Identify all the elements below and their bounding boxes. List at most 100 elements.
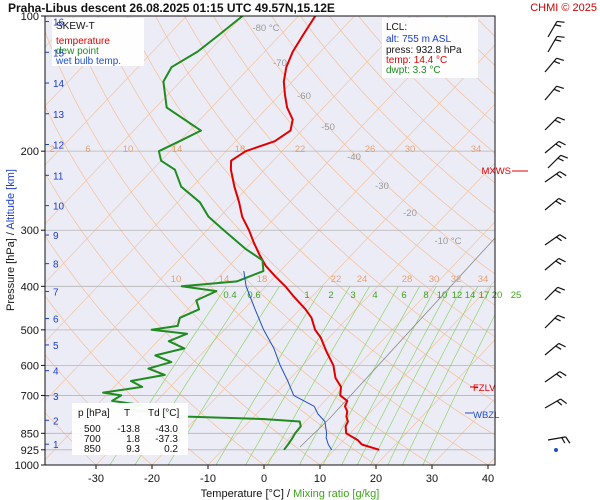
- wind-barb-flag: [558, 257, 566, 263]
- wind-barb-flag: [556, 400, 563, 406]
- wind-barb-flag: [555, 260, 562, 265]
- isotherm-label: -10 °C: [434, 236, 461, 247]
- isotherm-line: [263, 221, 495, 465]
- plot-background: [45, 16, 495, 465]
- mixing-ratio-label: 8: [423, 290, 428, 301]
- dry-adiabat-label: 14: [219, 274, 230, 285]
- lcl-press: press: 932.8 hPa: [386, 45, 462, 56]
- dry-adiabat-label: 34: [471, 144, 482, 155]
- wind-barb-flag: [559, 234, 567, 240]
- wind-barb-flag: [554, 317, 561, 322]
- wind-barb: [544, 116, 566, 131]
- pressure-tick-label: 1000: [15, 460, 39, 472]
- y-axis-label: Pressure [hPa] / Altitude [km]: [5, 169, 17, 311]
- wind-barb-staff: [544, 116, 559, 131]
- wind-barb-flag: [555, 200, 562, 205]
- wind-barbs: [544, 20, 571, 452]
- table-header-p: p [hPa]: [78, 408, 110, 419]
- mixing-ratio-label: 1: [304, 290, 309, 301]
- mixing-ratio-label: 20: [492, 290, 503, 301]
- legend: SKEW-T temperature dew point wet bulb te…: [52, 18, 144, 67]
- dry-adiabat-label: 22: [331, 274, 342, 285]
- dry-adiabat-line: [155, 16, 495, 370]
- wind-barb-flag: [557, 314, 566, 319]
- wind-barb: [544, 342, 566, 356]
- temperature-tick-label: 40: [482, 473, 494, 485]
- wind-barb-staff: [544, 171, 561, 183]
- wind-barb-flag: [559, 171, 567, 177]
- wind-barb-flag: [560, 398, 568, 405]
- mixing-ratio-label: 6: [401, 290, 406, 301]
- wbzl-label: WBZL: [473, 410, 499, 421]
- wind-barb: [544, 234, 567, 246]
- wind-barb-staff: [544, 257, 560, 271]
- wind-barb-flag: [556, 20, 565, 23]
- wind-barb-staff: [544, 398, 561, 409]
- legend-wet-bulb: wet bulb temp.: [55, 56, 121, 67]
- pressure-tick-label: 400: [21, 281, 39, 293]
- table-row: 700: [84, 434, 101, 445]
- isotherm-line: [45, 16, 299, 284]
- isotherm-line: [151, 103, 495, 465]
- wind-barb: [544, 286, 566, 301]
- dry-adiabat-label: 6: [85, 144, 90, 155]
- isotherm-line: [45, 16, 131, 107]
- surface-wind-dot: [554, 448, 558, 452]
- legend-box: [52, 18, 144, 66]
- dry-adiabat-label: 24: [357, 274, 368, 285]
- isotherm-label: -70: [273, 58, 287, 69]
- mixing-ratio-labels: 0.4 0.6 1 2 3 4 6 8 10 12 14 17 20 25: [223, 290, 521, 301]
- wind-barb: [544, 314, 566, 329]
- isotherm-line: [375, 339, 495, 465]
- wind-barb-flag: [561, 437, 566, 444]
- mixing-ratio-label: 3: [350, 290, 355, 301]
- isotherm-label: -80 °C: [252, 23, 279, 34]
- wind-barb-flag: [556, 85, 565, 89]
- level-markers: MXWS FZLV WBZL: [465, 166, 528, 421]
- dry-adiabat-line: [300, 16, 495, 214]
- dry-adiabat-line: [242, 16, 495, 275]
- wind-barb: [544, 257, 566, 271]
- pressure-tick-label: 300: [21, 225, 39, 237]
- wind-barb: [544, 171, 567, 183]
- mxws-label: MXWS: [481, 166, 511, 177]
- altitude-tick-label: 10: [53, 202, 65, 213]
- mixing-ratio-label: 12: [452, 290, 463, 301]
- wind-barb-flag: [555, 143, 562, 148]
- fzlv-label: FZLV: [473, 383, 496, 394]
- wind-barb: [547, 154, 569, 169]
- wind-barb: [544, 140, 566, 154]
- dry-adiabat-line: [213, 16, 495, 306]
- wind-barb-flag: [557, 157, 564, 162]
- altitude-tick-label: 13: [53, 110, 65, 121]
- mixing-ratio-label: 4: [372, 290, 377, 301]
- table-cell: -13.8: [117, 424, 140, 435]
- wind-barb: [547, 35, 565, 53]
- isotherm-line: [207, 162, 495, 465]
- dry-adiabat-label: 32: [451, 274, 462, 285]
- wind-barb-flag: [559, 371, 567, 377]
- altitude-tick-label: 1: [53, 440, 59, 451]
- isotherm-line: [319, 280, 495, 465]
- wind-barb-flag: [557, 116, 566, 121]
- wind-barb-staff: [544, 314, 559, 329]
- wind-barb-staff: [544, 371, 561, 383]
- wind-barb-staff: [544, 85, 558, 101]
- dry-adiabat-label: 28: [402, 274, 413, 285]
- isotherm-label: -30: [375, 181, 389, 192]
- plot-frame: [44, 15, 496, 466]
- isotherm-line: [45, 16, 187, 166]
- summary-table: p [hPa] T Td [°C] 500 -13.8 -43.0 700 1.…: [72, 403, 188, 455]
- series-line-wet-bulb-temp-: [243, 271, 333, 451]
- wind-barb: [544, 85, 565, 101]
- dry-adiabat-label: 14: [172, 144, 183, 155]
- wind-barb-flag: [554, 39, 562, 42]
- wind-barb: [547, 436, 571, 444]
- legend-title: SKEW-T: [56, 21, 95, 32]
- wind-barb: [544, 57, 565, 73]
- wind-barb-staff: [544, 57, 558, 73]
- x-axis-label: Temperature [°C] / Mixing ratio [g/kg]: [201, 488, 380, 500]
- wind-barb-staff: [544, 234, 561, 246]
- wind-barb-flag: [556, 35, 565, 38]
